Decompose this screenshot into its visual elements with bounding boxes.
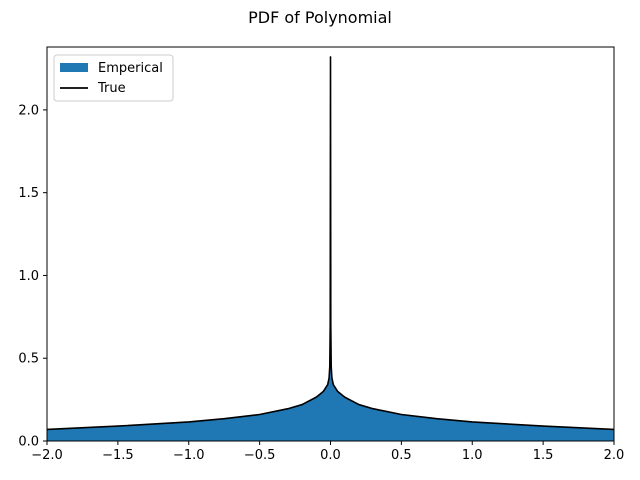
y-tick-label: 1.5 [18,186,39,201]
x-tick-label: 1.5 [533,448,554,463]
y-tick-label: 0.0 [18,435,39,450]
x-tick-label: −1.0 [173,448,205,463]
chart-title: PDF of Polynomial [248,8,392,27]
x-tick-label: −2.0 [31,448,63,463]
y-tick-label: 0.5 [18,352,39,367]
x-axis: −2.0 −1.5 −1.0 −0.5 0.0 0.5 1.0 1.5 2.0 [31,441,624,463]
legend-true-label: True [97,81,126,96]
y-tick-label: 2.0 [18,103,39,118]
emperical-area [47,354,614,441]
x-tick-label: −1.5 [102,448,134,463]
y-tick-label: 1.0 [18,269,39,284]
plot-area [47,56,614,441]
x-tick-label: 1.0 [462,448,483,463]
legend: Emperical True [53,54,174,102]
legend-emperical-label: Emperical [98,61,163,76]
x-tick-label: 2.0 [604,448,625,463]
x-tick-label: 0.5 [391,448,412,463]
x-tick-label: 0.0 [320,448,341,463]
y-axis: 0.0 0.5 1.0 1.5 2.0 [18,103,47,450]
true-line [47,56,614,431]
x-tick-label: −0.5 [244,448,276,463]
legend-emperical-swatch [60,63,88,72]
